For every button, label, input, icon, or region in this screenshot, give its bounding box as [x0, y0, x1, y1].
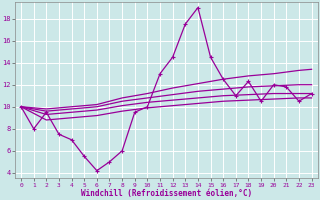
X-axis label: Windchill (Refroidissement éolien,°C): Windchill (Refroidissement éolien,°C) — [81, 189, 252, 198]
